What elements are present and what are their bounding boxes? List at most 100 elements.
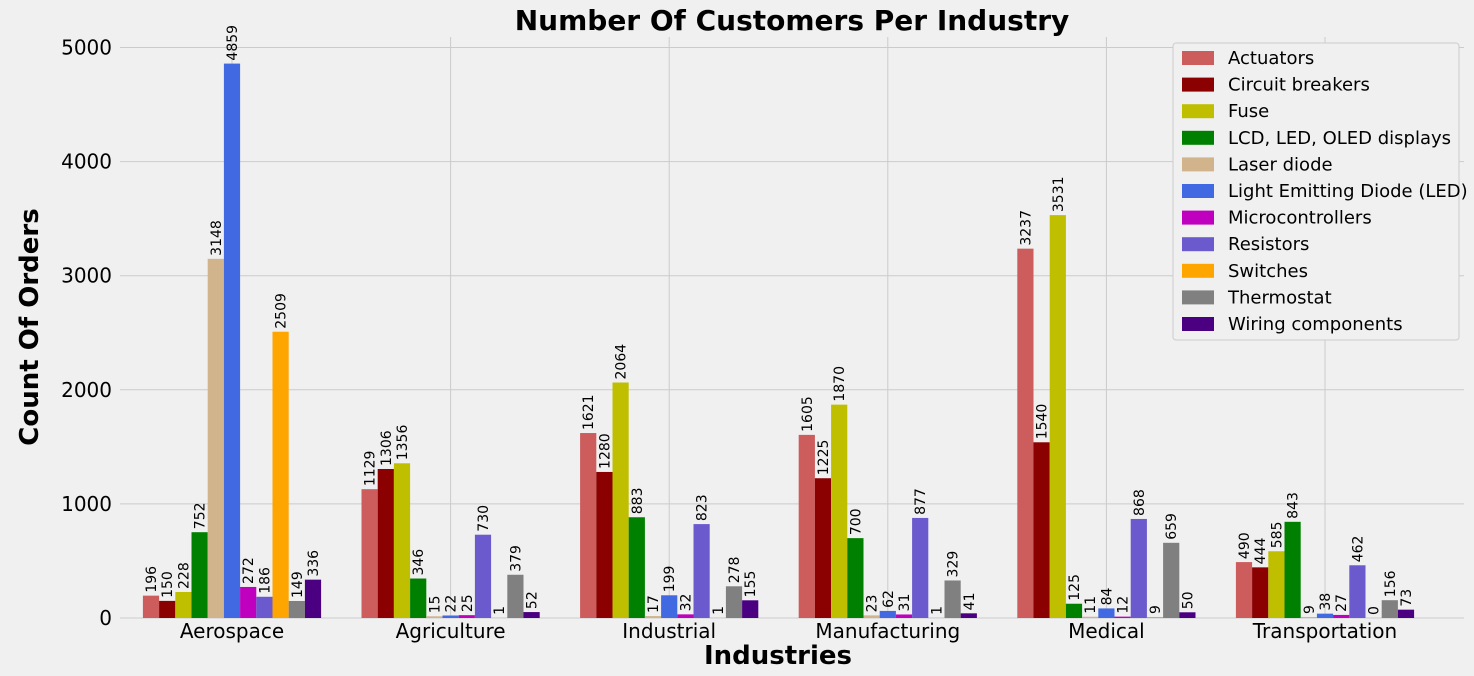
legend-swatch <box>1182 263 1214 278</box>
legend-label: Laser diode <box>1228 154 1333 175</box>
data-label: 84 <box>1099 588 1115 606</box>
legend: Actuators Circuit breakers Fuse LCD, LED, O… <box>1172 42 1468 341</box>
data-label: 336 <box>306 550 322 577</box>
data-label: 329 <box>946 551 962 578</box>
data-label: 1621 <box>581 394 597 430</box>
bar <box>142 595 160 618</box>
data-label: 490 <box>1237 532 1253 559</box>
bar <box>1397 609 1415 618</box>
data-label: 700 <box>848 508 864 535</box>
legend-label: Microcontrollers <box>1228 208 1372 229</box>
data-label: 1306 <box>379 430 395 466</box>
data-label: 278 <box>727 557 743 584</box>
legend-label: Fuse <box>1228 101 1269 122</box>
data-label: 50 <box>1180 591 1196 609</box>
legend-label: LCD, LED, OLED displays <box>1228 128 1451 149</box>
bar <box>1349 565 1366 618</box>
data-label: 73 <box>1399 589 1415 607</box>
y-tick-label: 3000 <box>61 264 112 288</box>
data-label: 659 <box>1164 513 1180 540</box>
data-label: 12 <box>1116 596 1132 614</box>
data-label: 125 <box>1067 574 1083 601</box>
bar <box>1130 518 1147 618</box>
data-label: 27 <box>1334 594 1350 612</box>
data-label: 3531 <box>1051 176 1067 212</box>
legend-swatch <box>1182 317 1214 331</box>
y-tick-label: 1000 <box>61 492 112 516</box>
legend-label: Circuit breakers <box>1228 75 1370 96</box>
bar <box>798 434 815 618</box>
bar <box>377 468 394 618</box>
data-label: 1870 <box>832 366 848 402</box>
data-label: 25 <box>460 594 476 612</box>
data-label: 15 <box>427 595 443 613</box>
bar <box>361 489 378 618</box>
data-label: 0 <box>1367 606 1383 615</box>
data-label: 843 <box>1286 492 1302 519</box>
data-label: 23 <box>865 595 881 613</box>
legend-label: Light Emitting Diode (LED) <box>1228 181 1468 202</box>
bar <box>944 580 961 618</box>
bar <box>693 524 710 618</box>
data-label: 1540 <box>1035 404 1051 440</box>
y-tick-label: 4000 <box>61 150 112 174</box>
y-tick-labels: 0 1000 2000 3000 4000 5000 <box>61 36 112 631</box>
legend-label: Switches <box>1228 261 1308 282</box>
x-tick-label: Aerospace <box>180 619 284 643</box>
data-label: 1280 <box>597 433 613 469</box>
bar <box>1098 608 1115 618</box>
data-label: 877 <box>913 488 929 515</box>
x-tick-label: Medical <box>1068 619 1145 643</box>
bar <box>831 404 848 618</box>
bar <box>1114 616 1131 618</box>
bar <box>426 616 443 618</box>
data-label: 2064 <box>614 344 630 380</box>
legend-swatch <box>1182 77 1214 92</box>
bar <box>879 610 896 618</box>
bar <box>1163 542 1180 618</box>
data-label: 31 <box>897 594 913 612</box>
bar <box>1146 616 1164 618</box>
data-label: 41 <box>962 592 978 610</box>
legend-label: Wiring components <box>1228 314 1403 335</box>
bar <box>1082 616 1099 618</box>
bar <box>507 574 524 618</box>
data-label: 1 <box>711 606 727 615</box>
data-label: 272 <box>241 557 257 584</box>
bar <box>847 538 864 618</box>
x-tick-label: Industrial <box>622 619 716 643</box>
bar <box>240 586 257 618</box>
legend-swatch <box>1182 104 1214 119</box>
data-label: 156 <box>1383 570 1399 597</box>
data-label: 1605 <box>800 396 816 432</box>
bar <box>175 591 192 618</box>
bar <box>863 615 880 618</box>
data-label: 17 <box>646 595 662 613</box>
bar <box>1235 562 1253 618</box>
bar <box>596 471 613 618</box>
bar <box>960 613 977 618</box>
data-label: 379 <box>508 545 524 572</box>
bar <box>523 612 540 618</box>
data-label: 823 <box>695 494 711 521</box>
data-label: 1356 <box>395 425 411 461</box>
bar <box>191 532 208 618</box>
bar <box>725 586 743 618</box>
data-label: 38 <box>1318 593 1334 611</box>
x-tick-label: Agriculture <box>396 619 506 643</box>
data-label: 868 <box>1132 489 1148 516</box>
legend-swatch <box>1182 184 1214 198</box>
bar <box>912 517 929 618</box>
bar <box>661 595 678 618</box>
legend-swatch <box>1182 51 1214 65</box>
data-label: 199 <box>662 566 678 593</box>
x-tick-label: Transportation <box>1252 619 1397 643</box>
data-label: 1129 <box>363 451 379 487</box>
data-label: 883 <box>630 488 646 515</box>
bar <box>1333 614 1350 618</box>
data-label: 3148 <box>209 220 225 256</box>
data-label: 752 <box>193 502 209 529</box>
legend-swatch <box>1182 237 1214 252</box>
y-tick-label: 2000 <box>61 378 112 402</box>
data-label: 444 <box>1253 538 1269 565</box>
